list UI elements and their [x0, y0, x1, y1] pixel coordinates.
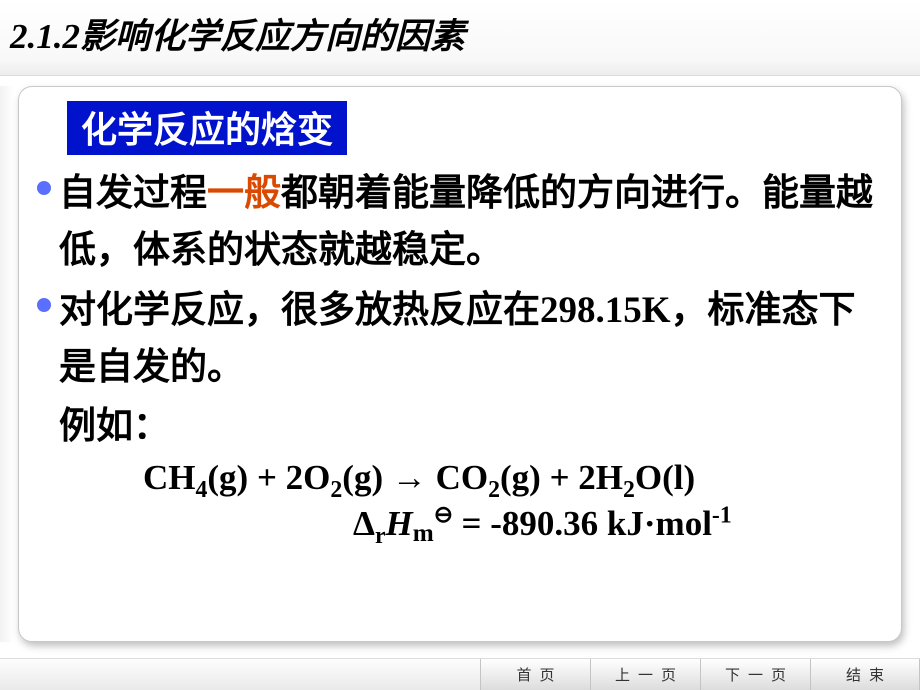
- slide-header: 2.1.2影响化学反应方向的因素: [0, 0, 920, 76]
- bullet-2-pre: 对化学反应，很多放热反应在298.15K，标准态下是自发的。: [59, 290, 856, 388]
- section-band: 化学反应的焓变: [67, 101, 347, 155]
- nav-spacer: [0, 659, 480, 690]
- energy-line: ΔrHm⊖ = -890.36 kJ·mol-1: [353, 504, 887, 544]
- slide-title: 2.1.2影响化学反应方向的因素: [10, 8, 920, 59]
- nav-end-button[interactable]: 结束: [810, 659, 920, 690]
- nav-prev-button[interactable]: 上一页: [590, 659, 700, 690]
- example-label: 例如：: [59, 398, 887, 455]
- equation-line: CH4(g) + 2O2(g) → CO2(g) + 2H2O(l): [143, 458, 887, 498]
- nav-bar: 首页 上一页 下一页 结束: [0, 658, 920, 690]
- bullet-1-pre: 自发过程: [59, 173, 207, 214]
- nav-home-button[interactable]: 首页: [480, 659, 590, 690]
- bullet-1-highlight: 一般: [207, 173, 281, 214]
- bullet-2-text: 对化学反应，很多放热反应在298.15K，标准态下是自发的。: [59, 282, 887, 397]
- left-shadow: [0, 86, 14, 642]
- content-card: 化学反应的焓变 自发过程一般都朝着能量降低的方向进行。能量越低，体系的状态就越稳…: [18, 86, 902, 642]
- bullet-dot-icon: [37, 298, 51, 312]
- slide-frame: 2.1.2影响化学反应方向的因素 化学反应的焓变 自发过程一般都朝着能量降低的方…: [0, 0, 920, 690]
- bullet-2: 对化学反应，很多放热反应在298.15K，标准态下是自发的。: [33, 282, 887, 397]
- bullet-1: 自发过程一般都朝着能量降低的方向进行。能量越低，体系的状态就越稳定。: [33, 165, 887, 280]
- bullet-1-text: 自发过程一般都朝着能量降低的方向进行。能量越低，体系的状态就越稳定。: [59, 165, 887, 280]
- nav-next-button[interactable]: 下一页: [700, 659, 810, 690]
- bullet-dot-icon: [37, 181, 51, 195]
